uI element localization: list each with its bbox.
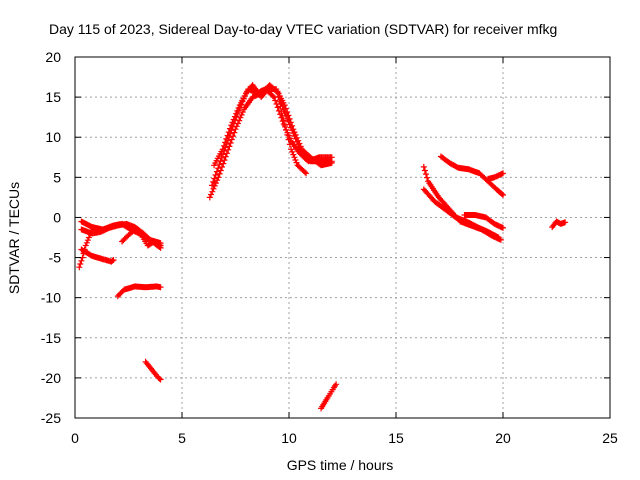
plus-markers bbox=[485, 170, 506, 182]
y-tick-label: 0 bbox=[53, 209, 61, 225]
y-tick-label: -10 bbox=[41, 290, 61, 306]
series-pass-7b bbox=[420, 186, 502, 241]
plus-markers bbox=[114, 283, 164, 300]
plus-markers bbox=[318, 381, 340, 412]
plus-markers bbox=[461, 212, 506, 231]
series-pass-1d bbox=[119, 226, 164, 249]
y-tick-label: -25 bbox=[41, 410, 61, 426]
x-tick-label: 25 bbox=[602, 430, 618, 446]
y-axis-label: SDTVAR / TECUs bbox=[6, 182, 22, 294]
plus-markers bbox=[549, 218, 569, 231]
x-tick-label: 15 bbox=[388, 430, 404, 446]
plus-markers bbox=[78, 246, 117, 265]
axis-ticks: 0 5 10 15 20 25 -25 -20 -15 -10 -5 0 5 10 15 20 bbox=[41, 49, 618, 446]
y-tick-label: -15 bbox=[41, 330, 61, 346]
plus-markers bbox=[142, 358, 164, 383]
x-tick-label: 10 bbox=[281, 430, 297, 446]
x-tick-label: 5 bbox=[178, 430, 186, 446]
y-tick-label: -20 bbox=[41, 370, 61, 386]
x-tick-label: 0 bbox=[71, 430, 79, 446]
series-pass-6 bbox=[318, 381, 340, 412]
plus-markers bbox=[275, 94, 310, 177]
series-pass-10 bbox=[549, 218, 569, 231]
series-pass-9 bbox=[461, 212, 506, 231]
plus-markers bbox=[211, 86, 335, 169]
plot-frame bbox=[74, 56, 611, 419]
y-tick-label: 5 bbox=[53, 169, 61, 185]
x-tick-label: 20 bbox=[495, 430, 511, 446]
series-pass-3 bbox=[114, 283, 164, 300]
series-pass-5d bbox=[275, 94, 310, 177]
series-pass-4 bbox=[142, 358, 164, 383]
y-tick-label: 15 bbox=[45, 89, 61, 105]
data-points bbox=[76, 82, 569, 412]
series-pass-8b bbox=[485, 170, 506, 182]
series-pass-2 bbox=[78, 246, 117, 265]
chart-title: Day 115 of 2023, Sidereal Day-to-day VTE… bbox=[49, 21, 557, 37]
y-tick-label: 10 bbox=[45, 129, 61, 145]
x-axis-label: GPS time / hours bbox=[287, 457, 394, 473]
series-pass-5c bbox=[211, 86, 335, 169]
series-pass-8 bbox=[437, 153, 506, 198]
plus-markers bbox=[420, 186, 502, 241]
plus-markers bbox=[119, 226, 164, 249]
plus-markers bbox=[437, 153, 506, 198]
y-tick-label: 20 bbox=[45, 49, 61, 65]
y-tick-label: -5 bbox=[49, 250, 62, 266]
grid bbox=[75, 57, 610, 418]
